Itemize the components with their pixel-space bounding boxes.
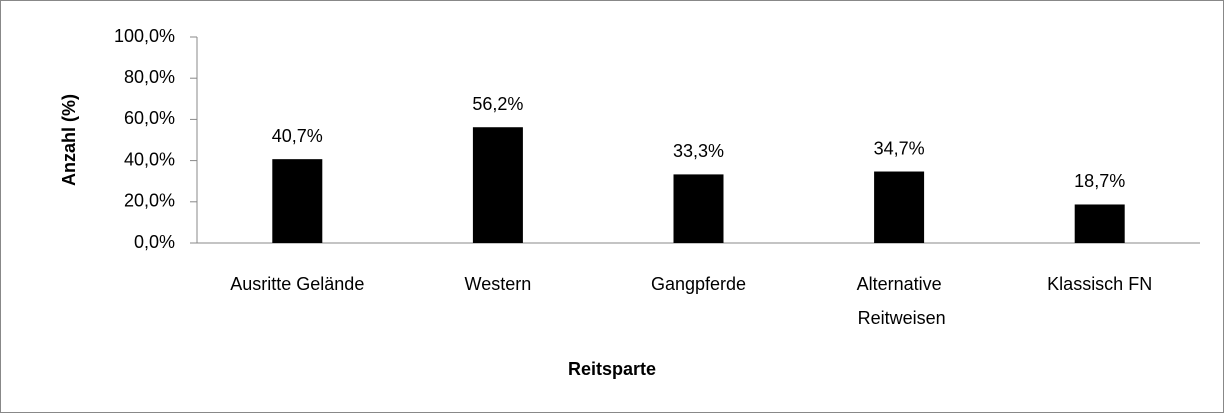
bar <box>1074 204 1125 243</box>
value-label: 34,7% <box>874 138 925 158</box>
y-tick-label: 40,0% <box>124 149 175 169</box>
value-label: 18,7% <box>1074 171 1125 191</box>
x-tick-label: Ausritte Gelände <box>230 274 364 294</box>
y-axis-title: Anzahl (%) <box>59 94 79 186</box>
x-tick-label: Alternative Reitweisen <box>853 274 946 328</box>
y-tick-label: 80,0% <box>124 67 175 87</box>
value-label: 33,3% <box>673 141 724 161</box>
x-tick-label: Gangpferde <box>651 274 746 294</box>
y-tick-label: 0,0% <box>134 232 175 252</box>
y-tick-label: 100,0% <box>114 26 175 46</box>
x-tick-label: Klassisch FN <box>1047 274 1152 294</box>
bar <box>272 159 323 243</box>
value-label: 56,2% <box>472 94 523 114</box>
bar <box>472 127 523 243</box>
bar <box>673 174 724 243</box>
value-label: 40,7% <box>272 126 323 146</box>
x-tick-label: Western <box>465 274 532 294</box>
x-axis-title: Reitsparte <box>568 359 656 379</box>
y-tick-label: 20,0% <box>124 191 175 211</box>
bar <box>874 171 925 243</box>
y-tick-label: 60,0% <box>124 108 175 128</box>
